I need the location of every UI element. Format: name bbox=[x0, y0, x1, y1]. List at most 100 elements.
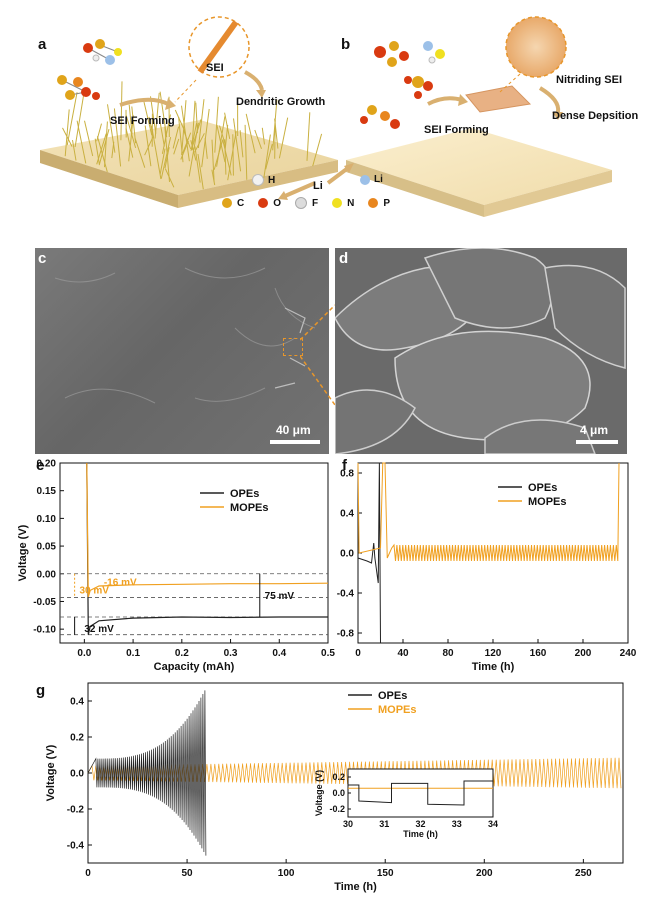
dendrite bbox=[244, 124, 248, 180]
scale-bar-c bbox=[270, 440, 320, 444]
series-line-opes bbox=[86, 462, 328, 635]
panel-label-c: c bbox=[38, 250, 47, 267]
x-tick-label: 0.0 bbox=[77, 648, 91, 659]
x-tick-label: 0.2 bbox=[175, 648, 189, 659]
series-line-mopes bbox=[357, 462, 620, 562]
nitriding-sei-zoom-circle bbox=[505, 16, 567, 78]
c-atom-icon bbox=[222, 198, 232, 208]
dendrite bbox=[125, 128, 134, 158]
dendrite bbox=[239, 130, 244, 158]
x-tick-label: 160 bbox=[530, 648, 547, 659]
molecule-left-1 bbox=[83, 39, 122, 65]
dendrite bbox=[164, 147, 170, 169]
inset-x-tick-label: 30 bbox=[343, 819, 353, 829]
molecule-right-2 bbox=[423, 41, 445, 64]
annotation-label: -16 mV bbox=[104, 578, 137, 589]
y-tick-label: -0.8 bbox=[337, 629, 355, 640]
n-atom-icon bbox=[332, 198, 343, 208]
dendrite bbox=[194, 133, 205, 153]
dendritic-growth-label: Dendritic Growth bbox=[236, 96, 326, 108]
dendrite bbox=[306, 112, 311, 161]
dendrite bbox=[174, 109, 186, 133]
molecule-right-1 bbox=[374, 41, 409, 67]
dendrite bbox=[181, 100, 187, 155]
chart-g: 0.4 0.2 0.0 -0.2 -0.4 0 50 100 150 200 250 Time (h)… bbox=[45, 682, 624, 893]
legend-label: MOPEs bbox=[528, 496, 567, 508]
dendrite bbox=[232, 134, 234, 176]
x-tick-label: 80 bbox=[442, 648, 454, 659]
series-line-opes bbox=[87, 690, 207, 856]
dendrite bbox=[197, 99, 205, 149]
sem-image-d bbox=[335, 248, 627, 454]
arrow-dense bbox=[538, 86, 561, 113]
dendrite bbox=[64, 109, 70, 157]
dendrite bbox=[151, 125, 162, 180]
dendrite bbox=[164, 168, 175, 188]
scale-bar-d bbox=[576, 440, 618, 444]
dendrite bbox=[84, 120, 94, 157]
dendrite bbox=[134, 138, 146, 168]
dendrite bbox=[224, 112, 231, 139]
dendrite bbox=[312, 133, 323, 167]
molecule-right-3 bbox=[404, 76, 433, 99]
dendrite bbox=[144, 125, 152, 167]
y-axis-label: Voltage (V) bbox=[45, 744, 57, 801]
dendrite bbox=[188, 122, 199, 177]
zoom-connector-lines bbox=[300, 304, 336, 406]
panel-label-f: f bbox=[342, 457, 347, 474]
annotation-label: 75 mV bbox=[265, 591, 295, 602]
dendrite bbox=[274, 119, 276, 159]
annotation-label: 32 mV bbox=[84, 624, 114, 635]
sem-image-c bbox=[35, 248, 329, 454]
y-tick-label: 0.10 bbox=[37, 514, 57, 525]
legend-label: OPEs bbox=[528, 482, 557, 494]
inset-y-tick-label: 0.2 bbox=[332, 772, 345, 782]
lithium-slab-dendritic bbox=[40, 120, 338, 208]
y-tick-label: 0.8 bbox=[340, 469, 354, 480]
y-tick-label: -0.2 bbox=[67, 805, 85, 816]
x-tick-label: 0.4 bbox=[272, 648, 286, 659]
y-tick-label: -0.4 bbox=[337, 589, 355, 600]
dendrite bbox=[143, 101, 153, 136]
dendrite bbox=[190, 122, 198, 151]
legend-item-li: Li bbox=[360, 174, 383, 185]
dendrite bbox=[254, 129, 262, 149]
legend-label: OPEs bbox=[230, 488, 259, 500]
dendrite bbox=[178, 116, 184, 163]
y-tick-label: 0.15 bbox=[37, 486, 57, 497]
arrow-sei-forming-right bbox=[427, 96, 463, 106]
inset-frame bbox=[347, 768, 494, 818]
dendrite bbox=[191, 119, 202, 148]
dendrite bbox=[183, 129, 192, 150]
panel-label-b: b bbox=[341, 36, 351, 53]
dendrite bbox=[194, 146, 201, 183]
dendrite bbox=[261, 127, 265, 145]
arrow-li-left bbox=[284, 181, 316, 198]
inset-series-opes bbox=[348, 780, 493, 806]
x-tick-label: 0.5 bbox=[321, 648, 335, 659]
dendrite bbox=[181, 105, 190, 162]
dendrite bbox=[265, 143, 273, 170]
zoom-region-box bbox=[283, 338, 303, 356]
dendrite bbox=[72, 140, 77, 161]
molecule-left-2 bbox=[57, 75, 100, 100]
x-axis-label: Time (h) bbox=[334, 881, 377, 893]
scale-label-d: 4 μm bbox=[580, 423, 609, 437]
schematic-illustration bbox=[40, 16, 612, 217]
dendrite bbox=[201, 108, 210, 168]
dendrite bbox=[214, 96, 219, 153]
x-tick-label: 250 bbox=[575, 868, 592, 879]
dendrite bbox=[219, 125, 226, 145]
dendrite bbox=[233, 118, 242, 172]
dendrite bbox=[113, 108, 122, 167]
scale-label-c: 40 μm bbox=[276, 423, 311, 437]
x-tick-label: 120 bbox=[485, 648, 502, 659]
dendrite bbox=[107, 104, 116, 153]
chart-f: 0.8 0.4 0.0 -0.4 -0.80 40 80 120 160 200 240 Time (… bbox=[337, 462, 637, 673]
y-tick-label: 0.20 bbox=[37, 459, 57, 470]
inset-y-tick-label: -0.2 bbox=[329, 804, 345, 814]
y-tick-label: 0.4 bbox=[70, 697, 84, 708]
li-atom-icon bbox=[360, 174, 370, 185]
inset-x-tick-label: 33 bbox=[452, 819, 462, 829]
inset-y-axis-label: Voltage (V) bbox=[314, 770, 324, 816]
